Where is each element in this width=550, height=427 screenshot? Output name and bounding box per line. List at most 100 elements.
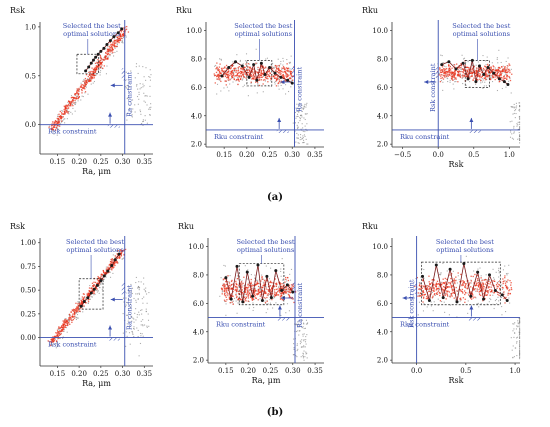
solution-point bbox=[275, 302, 277, 304]
pareto-point bbox=[243, 287, 246, 289]
solution-point bbox=[116, 50, 118, 52]
solution-point bbox=[426, 285, 428, 287]
solution-point bbox=[290, 80, 292, 82]
solution-point bbox=[419, 282, 421, 284]
pareto-point bbox=[488, 70, 490, 72]
solution-point bbox=[148, 325, 150, 327]
pareto-point bbox=[51, 123, 53, 125]
pareto-point bbox=[426, 295, 428, 298]
pareto-point bbox=[88, 77, 91, 79]
pareto-point bbox=[116, 45, 118, 47]
solution-point bbox=[428, 285, 430, 287]
solution-point bbox=[222, 71, 224, 74]
pareto-point bbox=[238, 298, 240, 300]
pareto-point bbox=[60, 326, 62, 328]
pareto-point bbox=[425, 285, 427, 287]
pareto-point bbox=[493, 280, 495, 282]
solution-point bbox=[270, 295, 272, 297]
pareto-point bbox=[280, 294, 282, 296]
pareto-point bbox=[236, 288, 238, 290]
solution-point bbox=[421, 268, 423, 270]
solution-point bbox=[122, 36, 124, 39]
pareto-point bbox=[230, 288, 232, 290]
pareto-point bbox=[499, 280, 501, 282]
solution-point bbox=[135, 301, 137, 303]
solution-point bbox=[307, 322, 309, 324]
pareto-point bbox=[239, 298, 241, 300]
pareto-point bbox=[499, 70, 501, 72]
pareto-point bbox=[490, 70, 492, 72]
pareto-point bbox=[480, 286, 483, 288]
solution-point bbox=[57, 328, 59, 330]
solution-point bbox=[122, 332, 124, 334]
pareto-point bbox=[452, 71, 454, 73]
solution-point bbox=[281, 69, 283, 71]
pareto-point bbox=[424, 293, 427, 296]
pareto-point bbox=[223, 299, 226, 301]
pareto-point bbox=[107, 266, 109, 268]
pareto-point bbox=[464, 290, 466, 292]
solution-point bbox=[141, 309, 143, 311]
solution-point bbox=[130, 283, 132, 286]
pareto-point bbox=[466, 70, 468, 72]
pareto-point bbox=[93, 284, 95, 286]
pareto-point bbox=[428, 281, 430, 283]
constraint-label-vertical: Rsk constraint bbox=[429, 63, 437, 112]
pareto-point bbox=[432, 287, 434, 289]
pareto-point bbox=[461, 291, 464, 293]
pareto-point bbox=[270, 77, 272, 79]
solution-point bbox=[235, 300, 237, 302]
solution-point bbox=[296, 356, 298, 358]
solution-point bbox=[512, 113, 514, 115]
pareto-point bbox=[78, 90, 80, 93]
solution-point bbox=[132, 317, 134, 319]
pareto-point bbox=[90, 75, 92, 78]
solution-point bbox=[80, 99, 82, 101]
solution-point bbox=[478, 292, 481, 295]
pareto-point bbox=[239, 73, 242, 75]
pareto-point bbox=[267, 81, 269, 83]
solution-point bbox=[274, 83, 276, 85]
solution-point bbox=[441, 74, 443, 76]
pareto-point bbox=[252, 75, 254, 77]
solution-point bbox=[265, 58, 267, 60]
pareto-point bbox=[68, 104, 70, 106]
solution-point bbox=[305, 104, 307, 106]
pareto-point bbox=[224, 288, 227, 290]
solution-point bbox=[253, 306, 255, 309]
pareto-point bbox=[102, 278, 104, 281]
pareto-point bbox=[84, 85, 86, 88]
pareto-point bbox=[485, 294, 488, 296]
solution-point bbox=[97, 69, 99, 71]
pareto-point bbox=[219, 72, 221, 75]
solution-point bbox=[131, 330, 133, 333]
pareto-point bbox=[77, 305, 79, 307]
pareto-point bbox=[503, 75, 505, 78]
pareto-point bbox=[110, 51, 112, 53]
solution-point bbox=[519, 350, 521, 352]
solution-point bbox=[306, 130, 308, 132]
solution-point bbox=[516, 342, 518, 344]
pareto-point bbox=[74, 99, 76, 102]
solution-point bbox=[439, 273, 441, 275]
selection-label-line1: Selected the best bbox=[66, 238, 124, 246]
pareto-point bbox=[240, 76, 242, 78]
solution-point bbox=[236, 312, 238, 314]
constraint-hatch bbox=[435, 65, 439, 78]
solution-point bbox=[298, 111, 300, 113]
pareto-point bbox=[69, 316, 72, 319]
constraint-hatch bbox=[121, 282, 125, 295]
solution-point bbox=[484, 60, 487, 62]
pareto-point bbox=[489, 281, 492, 283]
pareto-point bbox=[448, 291, 451, 293]
pareto-point bbox=[419, 292, 421, 294]
solution-point bbox=[135, 66, 137, 68]
pareto-point bbox=[115, 39, 117, 42]
pareto-point bbox=[230, 284, 232, 286]
pareto-point bbox=[235, 280, 237, 283]
pareto-point bbox=[91, 288, 93, 290]
pareto-point bbox=[80, 303, 83, 305]
pareto-point bbox=[89, 295, 91, 297]
pareto-point bbox=[252, 77, 254, 79]
pareto-point bbox=[420, 288, 422, 291]
